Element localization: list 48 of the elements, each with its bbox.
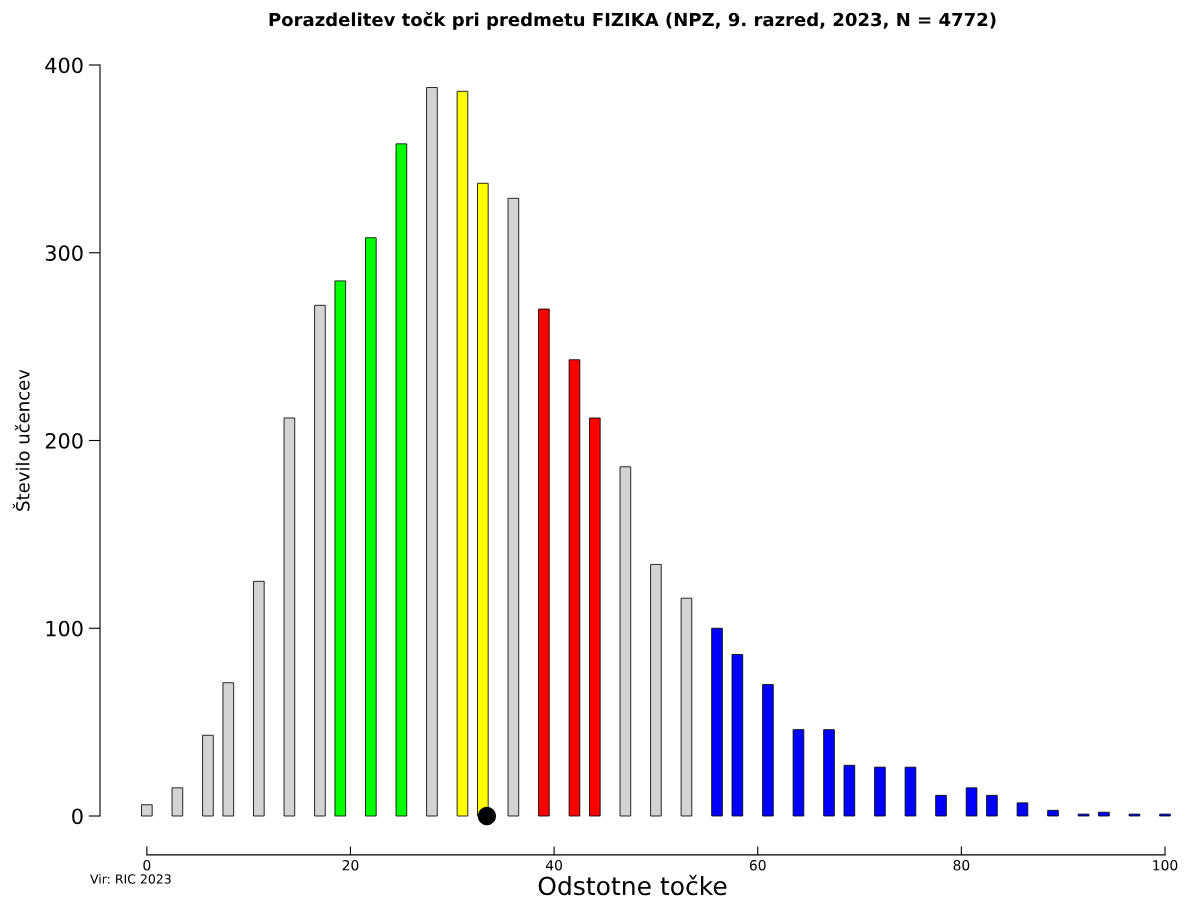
bar [253, 580, 265, 817]
bar [904, 766, 917, 817]
x-axis-title: Odstotne točke [538, 874, 727, 896]
bar [456, 90, 469, 817]
y-tick-label: 300 [45, 245, 83, 261]
bar [395, 143, 408, 817]
bar [1047, 809, 1059, 817]
bar [935, 794, 947, 817]
y-tick-label: 100 [46, 620, 83, 637]
bar [426, 87, 438, 817]
x-tick-label: 60 [749, 860, 766, 871]
bar [202, 734, 214, 817]
bar [762, 684, 774, 817]
y-tick-label: 400 [45, 57, 83, 74]
bar [507, 197, 520, 817]
bar [874, 766, 886, 817]
bar [843, 764, 856, 817]
text: Vir: RIC 2023 [90, 874, 171, 884]
bar [711, 627, 723, 817]
bar [986, 794, 998, 817]
x-tick-label: 20 [342, 860, 359, 871]
bar [731, 654, 744, 817]
bar [650, 563, 662, 817]
x-tick-label: 40 [545, 860, 563, 871]
x-tick-label: 80 [953, 860, 970, 871]
bar [1098, 811, 1110, 817]
x-tick-label: 0 [143, 860, 151, 871]
bar [222, 682, 235, 817]
bar [141, 804, 153, 817]
bar [680, 597, 693, 817]
bar [314, 304, 326, 817]
chart-title: Porazdelitev točk pri predmetu FIZIKA (NPZ, 9. razred, 2023, N = 4772) [269, 11, 996, 30]
bar [538, 308, 550, 817]
bar [171, 787, 184, 817]
bar [283, 417, 296, 817]
bar [365, 237, 377, 817]
bar [1016, 802, 1029, 817]
y-tick-label: 200 [45, 432, 83, 449]
y-axis-title: Število učencev [12, 369, 30, 511]
bar [568, 359, 581, 817]
y-tick-label: 0 [72, 808, 83, 825]
bar [823, 729, 835, 817]
bar [619, 466, 632, 817]
bar [792, 729, 805, 817]
bar [965, 787, 978, 817]
bar [334, 280, 347, 817]
bar [589, 417, 601, 817]
x-tick-label: 100 [1153, 860, 1178, 871]
